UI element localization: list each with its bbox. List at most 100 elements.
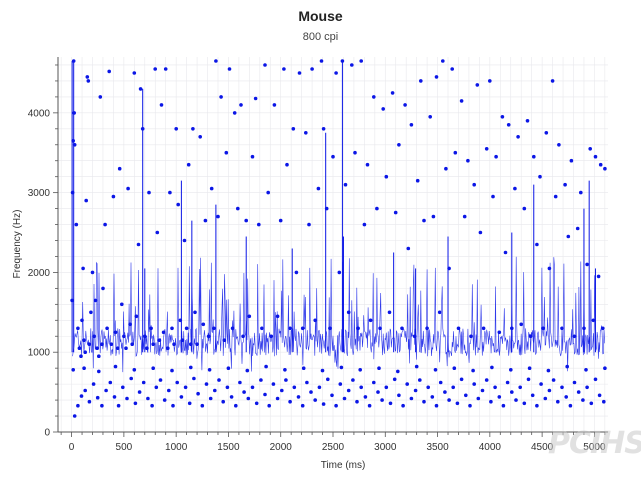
data-point: [76, 403, 80, 408]
data-point: [208, 396, 213, 401]
data-point: [204, 382, 209, 386]
data-point: [189, 342, 193, 347]
data-point: [101, 286, 105, 291]
data-point: [397, 143, 401, 147]
data-point: [189, 365, 193, 370]
axes: 0 500 1000 1500 2000 2500 3000 3500 4000 4500 5000…: [28, 57, 608, 453]
data-point: [247, 314, 252, 319]
data-point: [79, 394, 84, 398]
data-point: [506, 123, 511, 127]
x-tick-label: 1500: [217, 442, 240, 453]
data-point: [541, 326, 545, 331]
data-point: [557, 143, 561, 147]
data-point: [372, 380, 376, 385]
data-point: [217, 378, 221, 382]
y-tick-label: 4000: [28, 108, 51, 119]
data-point: [321, 402, 326, 406]
data-point: [419, 79, 423, 83]
data-point: [174, 127, 178, 131]
data-point: [456, 326, 461, 331]
data-point: [105, 326, 109, 331]
data-point: [250, 385, 255, 390]
data-point: [426, 385, 431, 390]
data-point: [163, 67, 168, 71]
data-point: [539, 382, 543, 386]
data-point: [437, 310, 442, 315]
data-point: [433, 368, 438, 372]
data-point: [151, 366, 155, 371]
x-tick-label: 1000: [165, 442, 188, 453]
data-point: [582, 326, 586, 331]
data-point: [146, 396, 150, 401]
data-point: [92, 334, 96, 339]
x-tick-label: 3000: [374, 442, 397, 453]
data-point: [469, 334, 473, 339]
data-point: [484, 147, 489, 151]
data-point: [497, 330, 502, 335]
data-point: [278, 218, 283, 223]
data-point: [182, 238, 187, 243]
data-point: [107, 69, 111, 74]
data-point: [87, 342, 92, 347]
data-point: [353, 150, 357, 155]
data-point: [501, 403, 506, 408]
data-point: [602, 399, 606, 404]
x-tick-label: 2000: [270, 442, 293, 453]
data-point: [300, 326, 305, 331]
data-point: [346, 310, 351, 315]
data-point: [403, 103, 407, 107]
data-point: [331, 154, 335, 159]
x-axis-label: Time (ms): [321, 460, 366, 471]
data-point: [234, 403, 238, 408]
data-point: [589, 401, 594, 406]
data-point: [97, 354, 101, 359]
data-point: [451, 385, 456, 390]
data-point: [491, 194, 495, 199]
data-point: [151, 342, 155, 347]
series-trace: [71, 60, 605, 373]
data-point: [466, 158, 470, 163]
data-point: [72, 111, 76, 115]
data-point: [478, 230, 483, 235]
data-point: [546, 368, 551, 373]
data-point: [257, 222, 261, 227]
data-point: [591, 318, 596, 323]
data-point: [71, 59, 76, 63]
data-point: [167, 388, 171, 393]
data-point: [513, 186, 517, 191]
data-point: [207, 368, 212, 372]
data-point: [70, 298, 74, 303]
data-point: [363, 395, 368, 399]
chart-title: Mouse: [298, 8, 343, 24]
y-tick-label: 1000: [28, 348, 51, 359]
data-point: [221, 399, 225, 404]
data-point: [509, 368, 513, 372]
data-point: [170, 326, 174, 331]
data-point: [405, 382, 410, 386]
data-point: [378, 326, 382, 331]
data-point: [514, 398, 518, 402]
data-point: [400, 326, 404, 331]
data-point: [556, 399, 560, 404]
data-point: [422, 399, 426, 404]
data-point: [401, 403, 405, 408]
data-point: [453, 150, 458, 155]
data-point: [396, 369, 400, 374]
data-point: [136, 242, 141, 247]
data-point: [301, 366, 306, 371]
data-point: [159, 103, 164, 107]
data-point: [125, 396, 129, 401]
data-point: [100, 342, 104, 347]
data-point: [157, 338, 162, 343]
data-point: [581, 398, 585, 402]
data-point: [294, 270, 299, 275]
data-point: [117, 166, 122, 171]
watermark-logo: PCIHS: [548, 426, 641, 461]
data-point: [459, 99, 464, 103]
data-point: [576, 390, 581, 394]
data-point: [372, 95, 376, 99]
data-point: [263, 392, 267, 397]
data-point: [480, 388, 485, 393]
data-point: [494, 154, 498, 159]
data-point: [572, 334, 577, 339]
